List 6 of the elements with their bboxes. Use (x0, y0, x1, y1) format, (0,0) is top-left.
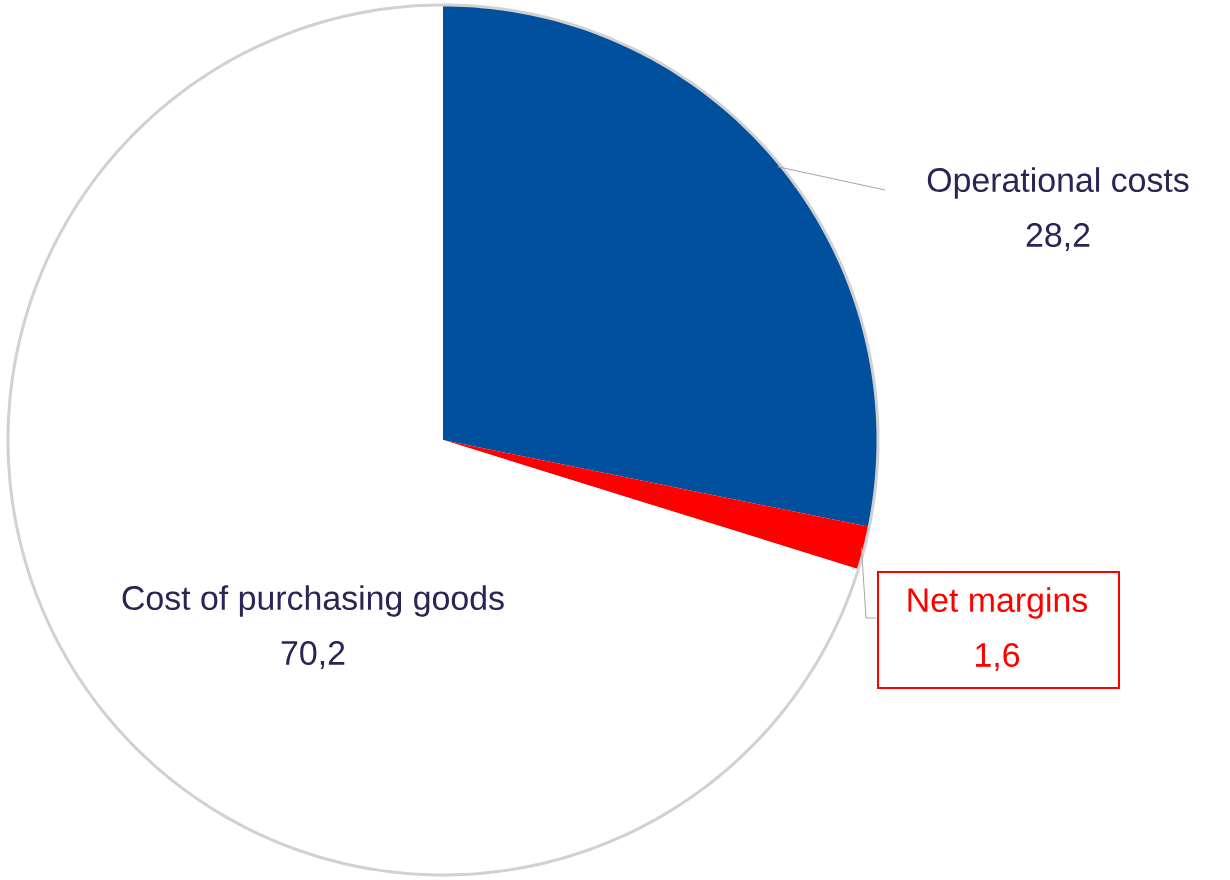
data-label: 28,2 (1026, 222, 1090, 251)
slice-label: Cost of purchasing goods (122, 585, 504, 617)
slice-label: Net margins (908, 587, 1088, 619)
slice-label: Operational costs (927, 167, 1189, 199)
data-label: 70,2 (281, 640, 345, 669)
data-label: 1,6 (976, 642, 1020, 671)
